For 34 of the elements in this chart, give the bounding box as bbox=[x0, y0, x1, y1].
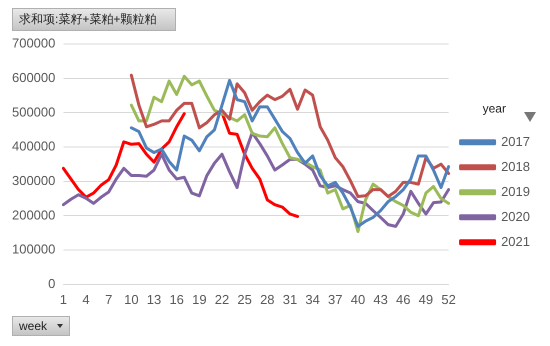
y-tick-label: 600000 bbox=[12, 70, 56, 85]
x-tick-label: 40 bbox=[350, 292, 366, 307]
x-tick-label: 22 bbox=[214, 292, 230, 307]
x-tick-label: 19 bbox=[192, 292, 207, 307]
y-tick-label: 500000 bbox=[12, 104, 56, 120]
legend-label: 2021 bbox=[501, 234, 530, 249]
x-tick-label: 43 bbox=[373, 292, 388, 307]
x-tick-label: 34 bbox=[305, 292, 320, 307]
x-tick-label: 13 bbox=[146, 292, 162, 307]
x-tick-label: 28 bbox=[260, 292, 275, 307]
x-tick-label: 49 bbox=[418, 292, 434, 307]
x-axis-title: week bbox=[19, 319, 48, 333]
x-tick-label: 16 bbox=[169, 292, 184, 307]
y-tick-label: 0 bbox=[48, 276, 56, 291]
x-tick-label: 46 bbox=[396, 292, 410, 307]
x-tick-label: 10 bbox=[124, 292, 139, 307]
legend-title: year bbox=[482, 102, 506, 116]
x-tick-label: 52 bbox=[441, 292, 456, 307]
x-tick-label: 4 bbox=[82, 292, 90, 307]
legend-label: 2020 bbox=[501, 208, 530, 224]
y-tick-label: 300000 bbox=[12, 172, 56, 188]
y-tick-label: 400000 bbox=[12, 138, 56, 154]
x-tick-label: 25 bbox=[237, 292, 252, 307]
x-tick-label: 31 bbox=[282, 292, 298, 307]
legend-label: 2017 bbox=[501, 134, 530, 149]
x-tick-label: 1 bbox=[60, 292, 67, 307]
legend-label: 2018 bbox=[501, 158, 530, 174]
x-tick-label: 37 bbox=[328, 292, 343, 307]
legend-label: 2019 bbox=[501, 184, 530, 199]
y-tick-label: 200000 bbox=[12, 207, 56, 222]
y-tick-label: 700000 bbox=[12, 36, 56, 51]
chart-title: 求和项:菜籽+菜粕+颗粒粕 bbox=[12, 8, 176, 31]
x-tick-label: 7 bbox=[105, 292, 112, 307]
y-tick-label: 100000 bbox=[12, 242, 56, 257]
